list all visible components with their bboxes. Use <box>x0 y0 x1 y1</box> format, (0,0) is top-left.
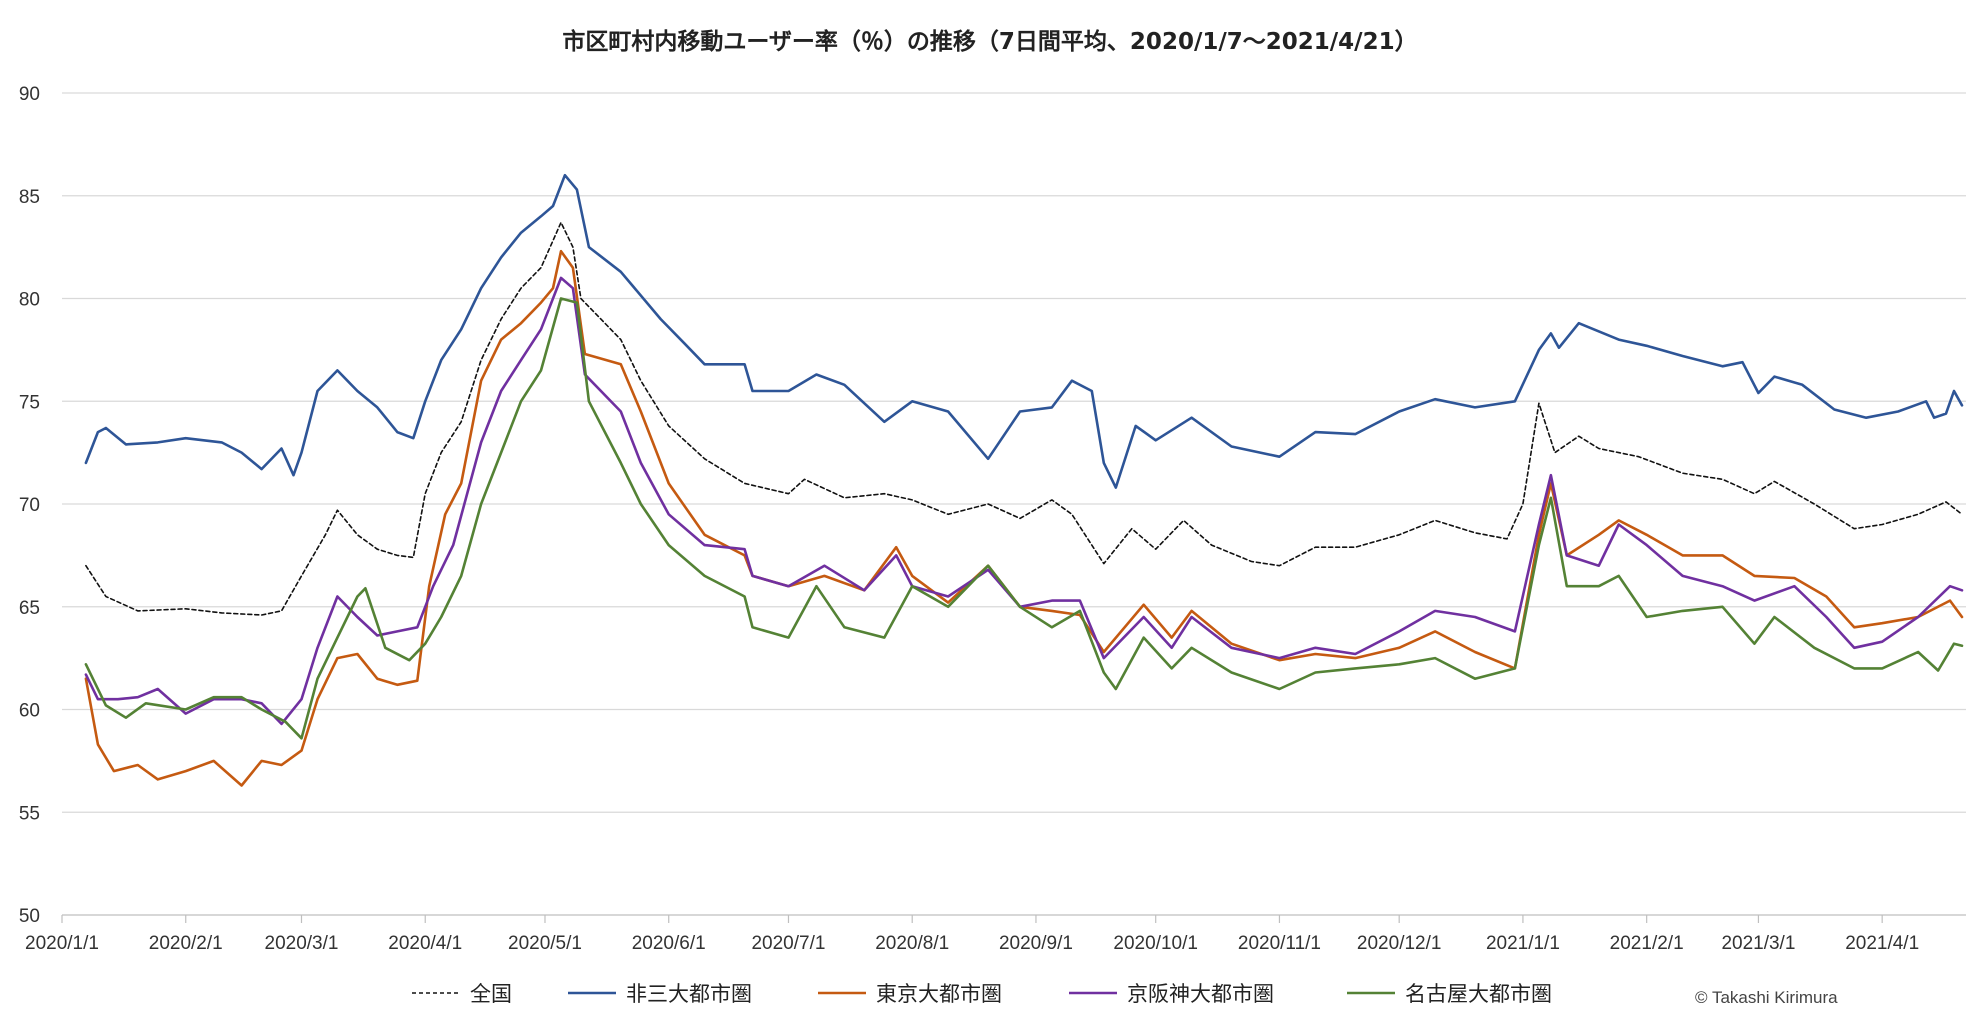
x-tick-label: 2020/10/1 <box>1113 933 1198 954</box>
x-tick-label: 2020/8/1 <box>875 933 949 954</box>
series-line <box>84 297 1964 740</box>
x-tick-label: 2021/2/1 <box>1610 933 1684 954</box>
legend-label: 東京大都市圏 <box>876 982 1002 1006</box>
y-tick-label: 85 <box>19 187 40 208</box>
x-tick-label: 2021/1/1 <box>1486 933 1560 954</box>
y-tick-label: 70 <box>19 495 40 516</box>
x-tick-label: 2020/12/1 <box>1357 933 1442 954</box>
x-tick-label: 2020/5/1 <box>508 933 582 954</box>
series-line <box>84 173 1964 489</box>
series-lines <box>84 173 1964 787</box>
y-tick-label: 80 <box>19 290 40 311</box>
series-line <box>84 276 1964 726</box>
gridlines <box>62 92 1966 916</box>
legend: 全国 非三大都市圏 東京大都市圏 京阪神大都市圏 名古屋大都市圏 <box>412 982 1552 1006</box>
x-tick-label: 2021/4/1 <box>1845 933 1919 954</box>
y-tick-label: 90 <box>19 84 40 105</box>
x-tick-label: 2020/7/1 <box>751 933 825 954</box>
y-tick-label: 50 <box>19 906 40 927</box>
y-tick-label: 75 <box>19 392 40 413</box>
x-tick-label: 2020/1/1 <box>25 933 99 954</box>
x-tick-label: 2021/3/1 <box>1721 933 1795 954</box>
y-tick-label: 60 <box>19 701 40 722</box>
chart-title: 市区町村内移動ユーザー率（％）の推移（7日間平均、2020/1/7～2021/4… <box>562 29 1418 55</box>
x-tick-label: 2020/9/1 <box>999 933 1073 954</box>
x-tick-label: 2020/2/1 <box>149 933 223 954</box>
x-axis-ticks: 2020/1/1 2020/2/1 2020/3/1 2020/4/1 2020/5/1… <box>25 915 1919 954</box>
y-tick-label: 65 <box>19 598 40 619</box>
legend-label: 京阪神大都市圏 <box>1127 982 1274 1006</box>
legend-label: 名古屋大都市圏 <box>1405 982 1552 1006</box>
x-tick-label: 2020/4/1 <box>388 933 462 954</box>
y-axis-ticks: 50 55 60 65 70 75 80 85 90 <box>19 84 40 927</box>
x-tick-label: 2020/11/1 <box>1238 933 1321 954</box>
y-tick-label: 55 <box>19 803 40 824</box>
legend-label: 全国 <box>470 982 512 1006</box>
copyright-credit: © Takashi Kirimura <box>1695 988 1838 1007</box>
x-tick-label: 2020/6/1 <box>632 933 706 954</box>
series-line <box>84 249 1964 787</box>
series-line <box>85 221 1963 616</box>
legend-label: 非三大都市圏 <box>626 982 752 1006</box>
x-tick-label: 2020/3/1 <box>265 933 339 954</box>
